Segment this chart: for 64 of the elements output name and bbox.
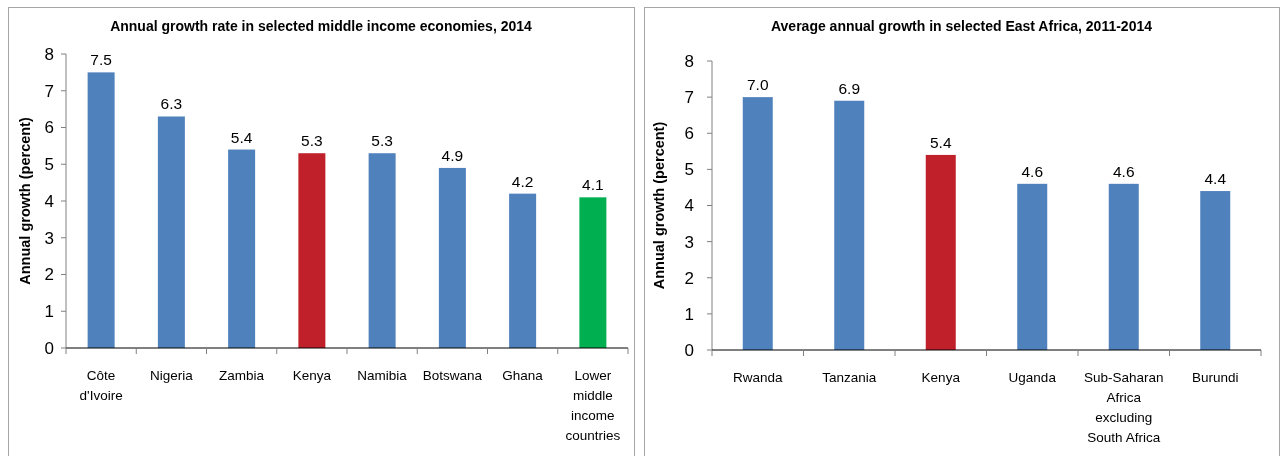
x-tick-label: Tanzania bbox=[822, 370, 877, 385]
y-tick-label: 5 bbox=[44, 155, 54, 175]
x-tick-label: Botswana bbox=[422, 368, 483, 383]
x-tick-label: Sub-Saharan Africa excluding South Africa bbox=[1083, 370, 1164, 445]
bar bbox=[579, 197, 607, 348]
data-label: 4.2 bbox=[511, 172, 534, 190]
y-axis-title: Annual growth (percent) bbox=[651, 121, 667, 290]
y-tick-label: 8 bbox=[684, 51, 694, 71]
bar bbox=[368, 153, 396, 348]
chart-title: Annual growth rate in selected middle income economies, 2014 bbox=[110, 18, 533, 34]
x-tick-label: Zambia bbox=[219, 368, 265, 383]
y-tick-label: 1 bbox=[684, 304, 694, 324]
bar bbox=[1108, 183, 1139, 350]
y-tick-label: 7 bbox=[684, 88, 694, 108]
y-tick-label: 6 bbox=[44, 118, 54, 138]
data-label: 7.5 bbox=[90, 51, 112, 69]
data-label: 6.9 bbox=[838, 79, 861, 97]
y-tick-label: 6 bbox=[684, 124, 694, 144]
y-tick-label: 8 bbox=[44, 44, 54, 64]
data-label: 5.3 bbox=[301, 132, 323, 150]
y-tick-label: 0 bbox=[44, 338, 54, 358]
data-label: 5.4 bbox=[230, 128, 253, 146]
x-tick-label: Côte d'Ivoire bbox=[79, 368, 123, 403]
y-tick-label: 4 bbox=[44, 191, 54, 211]
x-tick-label: Burundi bbox=[1191, 370, 1239, 385]
bar bbox=[925, 154, 956, 350]
y-tick-label: 4 bbox=[684, 196, 694, 216]
y-tick-label: 3 bbox=[684, 232, 694, 252]
bar bbox=[87, 72, 115, 348]
data-label: 4.1 bbox=[582, 176, 604, 194]
x-tick-label: Uganda bbox=[1008, 370, 1057, 385]
bar bbox=[1017, 183, 1048, 350]
x-tick-label: Namibia bbox=[357, 368, 408, 383]
data-label: 5.3 bbox=[371, 132, 393, 150]
bar bbox=[298, 153, 326, 348]
y-tick-label: 2 bbox=[684, 268, 694, 288]
x-tick-label: Ghana bbox=[502, 368, 544, 383]
bar bbox=[509, 193, 537, 348]
data-label: 4.6 bbox=[1112, 162, 1135, 180]
y-tick-label: 1 bbox=[44, 302, 54, 322]
x-tick-label: Kenya bbox=[292, 368, 332, 383]
y-axis-title: Annual growth (percent) bbox=[17, 117, 33, 285]
bar bbox=[1200, 191, 1231, 350]
data-label: 6.3 bbox=[160, 95, 183, 113]
y-tick-label: 2 bbox=[44, 265, 54, 285]
data-label: 7.0 bbox=[746, 76, 769, 94]
data-label: 4.6 bbox=[1021, 162, 1044, 180]
y-tick-label: 5 bbox=[684, 160, 694, 180]
x-tick-label: Lower middle income countries bbox=[565, 368, 621, 443]
bar bbox=[438, 167, 466, 348]
data-label: 5.4 bbox=[929, 133, 952, 151]
bar bbox=[834, 100, 865, 350]
data-label: 4.4 bbox=[1204, 170, 1227, 188]
y-tick-label: 7 bbox=[44, 81, 54, 101]
chart-title: Average annual growth in selected East Africa, 2011-2014 bbox=[770, 18, 1153, 34]
x-tick-label: Rwanda bbox=[732, 370, 784, 385]
y-tick-label: 3 bbox=[44, 228, 54, 248]
bar bbox=[742, 97, 773, 350]
x-tick-label: Kenya bbox=[921, 370, 961, 385]
x-tick-label: Nigeria bbox=[149, 368, 194, 383]
data-label: 4.9 bbox=[441, 146, 464, 164]
bar bbox=[228, 149, 256, 348]
y-tick-label: 0 bbox=[684, 340, 694, 360]
bar bbox=[157, 116, 185, 348]
